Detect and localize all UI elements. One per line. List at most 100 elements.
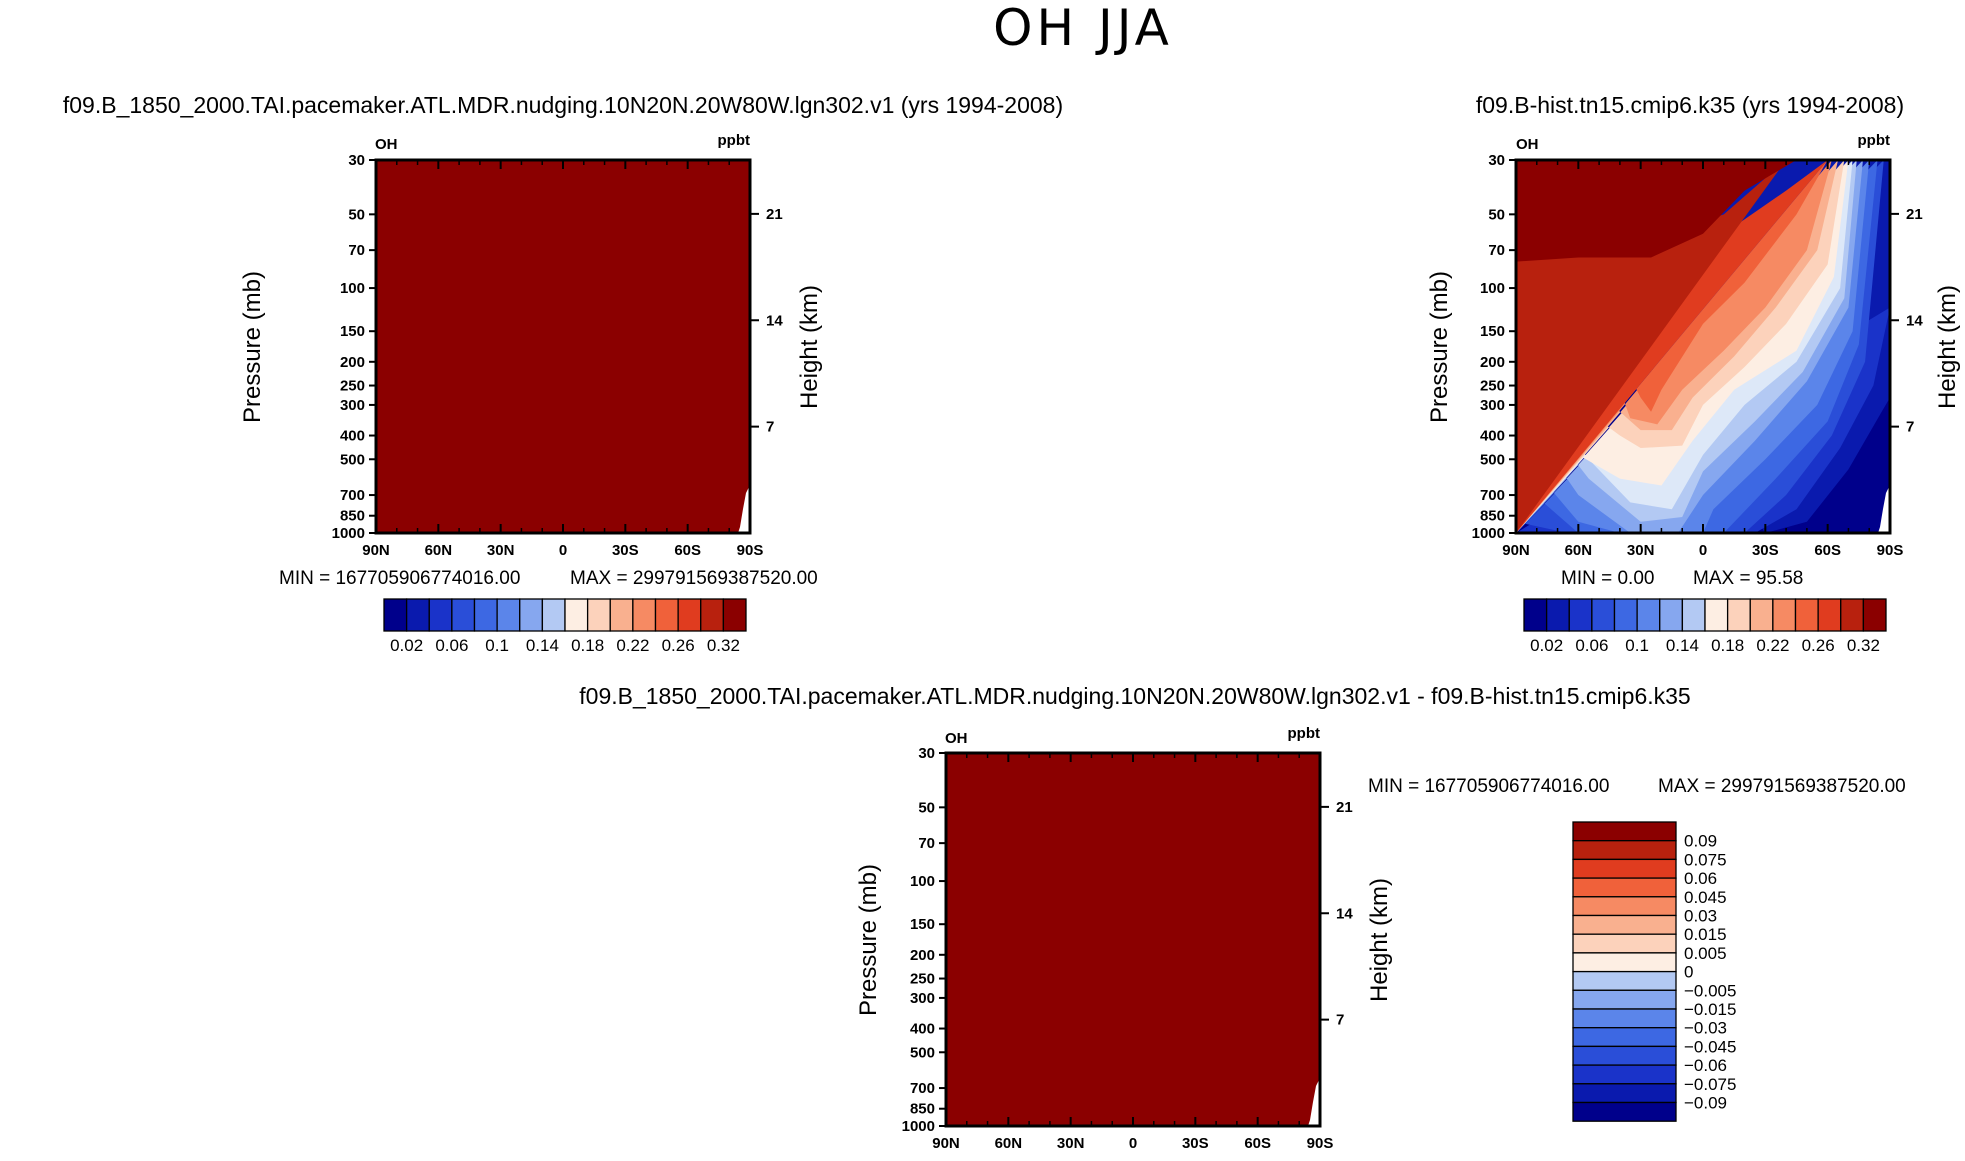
y-tick-label: 70	[348, 242, 365, 259]
y-tick-label: 850	[1480, 508, 1505, 525]
colorbar-label: 0.02	[1530, 636, 1563, 655]
x-tick-label: 90N	[1502, 542, 1530, 559]
colorbar-box	[1862, 598, 1887, 632]
x-tick-label: 90N	[362, 542, 390, 559]
colorbar-box	[1523, 598, 1548, 632]
panel-left-missing-data	[738, 485, 750, 533]
y-tick-label: 700	[910, 1080, 935, 1097]
colorbar-box	[1572, 896, 1677, 917]
colorbar-box	[564, 598, 589, 632]
panel-left: f09.B_1850_2000.TAI.pacemaker.ATL.MDR.nu…	[63, 92, 1063, 655]
colorbar-box	[1681, 598, 1706, 632]
panel-left-max: MAX = 299791569387520.00	[570, 568, 818, 589]
y-tick-label: 100	[1480, 280, 1505, 297]
x-tick-label: 30S	[612, 542, 639, 559]
colorbar-box	[654, 598, 679, 632]
y-tick-label: 70	[918, 835, 935, 852]
y-tick-label: 50	[1488, 206, 1505, 223]
colorbar-label: 0.045	[1684, 888, 1727, 907]
panel-diff-ticks: 305070100150200250300400500700850100090N…	[902, 745, 1354, 1152]
colorbar-label: 0.06	[435, 636, 468, 655]
colorbar-label: 0.18	[571, 636, 604, 655]
colorbar-label: 0.32	[707, 636, 740, 655]
panel-left-units-label: ppbt	[718, 132, 750, 149]
colorbar-box	[1572, 952, 1677, 973]
colorbar-label: −0.045	[1684, 1037, 1736, 1056]
y-tick-label: 150	[910, 916, 935, 933]
colorbar-box	[1572, 914, 1677, 935]
x-tick-label: 90S	[1307, 1135, 1334, 1152]
colorbar-label: 0.22	[1756, 636, 1789, 655]
panel-right-title: f09.B-hist.tn15.cmip6.k35 (yrs 1994-2008…	[1476, 92, 1904, 118]
panel-diff-max: MAX = 299791569387520.00	[1658, 776, 1906, 797]
panel-left-colorbar: 0.02 0.06 0.1 0.14 0.18 0.22 0.26 0.32	[383, 598, 747, 655]
colorbar-label: 0.06	[1575, 636, 1608, 655]
y-tick-label: 850	[910, 1101, 935, 1118]
colorbar-box	[428, 598, 453, 632]
x-tick-label: 60N	[1565, 542, 1593, 559]
colorbar-box	[1613, 598, 1638, 632]
panel-left-field	[376, 160, 750, 533]
colorbar-box	[700, 598, 725, 632]
y-tick-label: 150	[340, 323, 365, 340]
x-tick-label: 60S	[674, 542, 701, 559]
y-tick-label: 1000	[902, 1118, 935, 1135]
panel-diff-field-label: OH	[945, 730, 968, 747]
colorbar-label: 0	[1684, 963, 1693, 982]
figure-title: OH JJA	[993, 0, 1173, 57]
colorbar-box	[1749, 598, 1774, 632]
x-tick-label: 30N	[487, 542, 515, 559]
colorbar-box	[1572, 970, 1677, 991]
y-tick-label: 500	[1480, 451, 1505, 468]
panel-left-ylabel-right: Height (km)	[796, 285, 823, 409]
colorbar-box	[405, 598, 430, 632]
height-tick-label: 7	[766, 419, 774, 436]
x-tick-label: 90S	[737, 542, 764, 559]
colorbar-box	[451, 598, 476, 632]
y-tick-label: 100	[340, 280, 365, 297]
colorbar-box	[1572, 1064, 1677, 1085]
colorbar-label: 0.14	[526, 636, 559, 655]
panel-diff-units-label: ppbt	[1288, 725, 1320, 742]
y-tick-label: 850	[340, 508, 365, 525]
colorbar-box	[1659, 598, 1684, 632]
x-tick-label: 90S	[1877, 542, 1904, 559]
height-tick-label: 14	[1336, 905, 1353, 922]
y-tick-label: 70	[1488, 242, 1505, 259]
y-tick-label: 30	[918, 745, 935, 762]
colorbar-box	[496, 598, 521, 632]
panel-diff-field	[946, 753, 1320, 1126]
colorbar-box	[1704, 598, 1729, 632]
colorbar-box	[1772, 598, 1797, 632]
y-tick-label: 700	[340, 487, 365, 504]
colorbar-box	[1572, 877, 1677, 898]
panel-diff-colorbar: 0.090.0750.060.0450.030.0150.0050−0.005−…	[1572, 821, 1736, 1122]
field-band	[1516, 160, 1828, 533]
panel-diff-title: f09.B_1850_2000.TAI.pacemaker.ATL.MDR.nu…	[579, 683, 1690, 709]
y-tick-label: 700	[1480, 487, 1505, 504]
colorbar-box	[1591, 598, 1616, 632]
y-tick-label: 1000	[332, 525, 365, 542]
panel-left-ylabel: Pressure (mb)	[239, 271, 266, 423]
y-tick-label: 200	[340, 354, 365, 371]
y-tick-label: 50	[918, 799, 935, 816]
panel-right-field-label: OH	[1516, 136, 1539, 153]
panel-right-ylabel-right: Height (km)	[1934, 285, 1961, 409]
colorbar-box	[519, 598, 544, 632]
colorbar-box	[473, 598, 498, 632]
colorbar-box	[541, 598, 566, 632]
panel-right-max: MAX = 95.58	[1693, 568, 1803, 589]
x-tick-label: 60S	[1244, 1135, 1271, 1152]
colorbar-box	[677, 598, 702, 632]
colorbar-box	[586, 598, 611, 632]
panel-right-missing-data	[1878, 485, 1890, 533]
height-tick-label: 7	[1906, 419, 1914, 436]
colorbar-box	[1572, 840, 1677, 861]
x-tick-label: 60N	[995, 1135, 1023, 1152]
height-tick-label: 21	[1906, 206, 1923, 223]
colorbar-label: −0.03	[1684, 1019, 1727, 1038]
colorbar-box	[1840, 598, 1865, 632]
y-tick-label: 1000	[1472, 525, 1505, 542]
y-tick-label: 300	[910, 990, 935, 1007]
